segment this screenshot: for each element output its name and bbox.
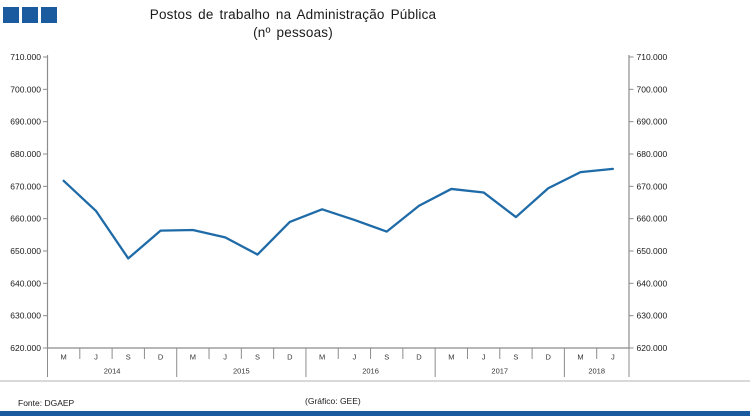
y-axis-label-left: 630.000 [10,311,41,321]
x-year-label: 2018 [588,367,605,376]
y-axis-label-left: 690.000 [10,117,41,127]
data-line-series [62,167,614,260]
y-axis-label-left: 700.000 [10,84,41,94]
chart-title-line1: Postos de trabalho na Administração Públ… [149,7,437,22]
x-month-label: M [448,353,454,362]
y-axis-label-right: 620.000 [637,343,668,353]
x-year-label: 2017 [491,367,508,376]
x-year-label: 2014 [104,367,121,376]
x-month-label: S [255,353,260,362]
y-axis-label-left: 660.000 [10,214,41,224]
bottom-brand-bar [0,411,750,416]
x-month-label: M [190,353,196,362]
x-month-label: S [126,353,131,362]
logo-square-1 [3,7,19,23]
x-month-label: D [546,353,552,362]
chart-title-line2: (nº pessoas) [253,24,333,40]
credit-note: (Gráfico: GEE) [305,396,361,406]
y-axis-label-right: 680.000 [637,149,668,159]
x-year-label: 2016 [362,367,379,376]
x-month-label: J [611,353,615,362]
y-axis-label-right: 690.000 [637,117,668,127]
x-month-label: J [223,353,227,362]
x-month-label: S [513,353,518,362]
x-month-label: M [319,353,325,362]
x-month-label: J [353,353,357,362]
y-axis-label-left: 620.000 [10,343,41,353]
x-month-label: M [61,353,67,362]
line-chart: 710.000 710.000 700.000 700.000 690.000 690.0… [0,52,750,382]
y-axis-label-right: 660.000 [637,214,668,224]
x-month-label: S [384,353,389,362]
chart-title: Postos de trabalho na Administração Públ… [0,6,586,41]
y-axis-label-left: 670.000 [10,181,41,191]
x-month-label: D [287,353,293,362]
x-month-label: J [94,353,98,362]
source-note: Fonte: DGAEP [18,398,75,408]
gee-logo-squares [3,7,57,23]
y-axis-label-left: 650.000 [10,246,41,256]
y-axis-label-left: 640.000 [10,278,41,288]
x-month-label: M [577,353,583,362]
logo-square-3 [41,7,57,23]
y-axis-label-right: 630.000 [637,311,668,321]
x-month-label: J [482,353,486,362]
y-axis-label-right: 710.000 [637,52,668,62]
logo-square-2 [22,7,38,23]
y-axis-label-right: 650.000 [637,246,668,256]
x-month-label: D [158,353,164,362]
y-axis-label-left: 680.000 [10,149,41,159]
x-month-label: D [416,353,422,362]
y-axis-label-left: 710.000 [10,52,41,62]
y-axis-label-right: 670.000 [637,181,668,191]
y-axis-label-right: 700.000 [637,84,668,94]
x-year-label: 2015 [233,367,250,376]
y-axis-label-right: 640.000 [637,278,668,288]
